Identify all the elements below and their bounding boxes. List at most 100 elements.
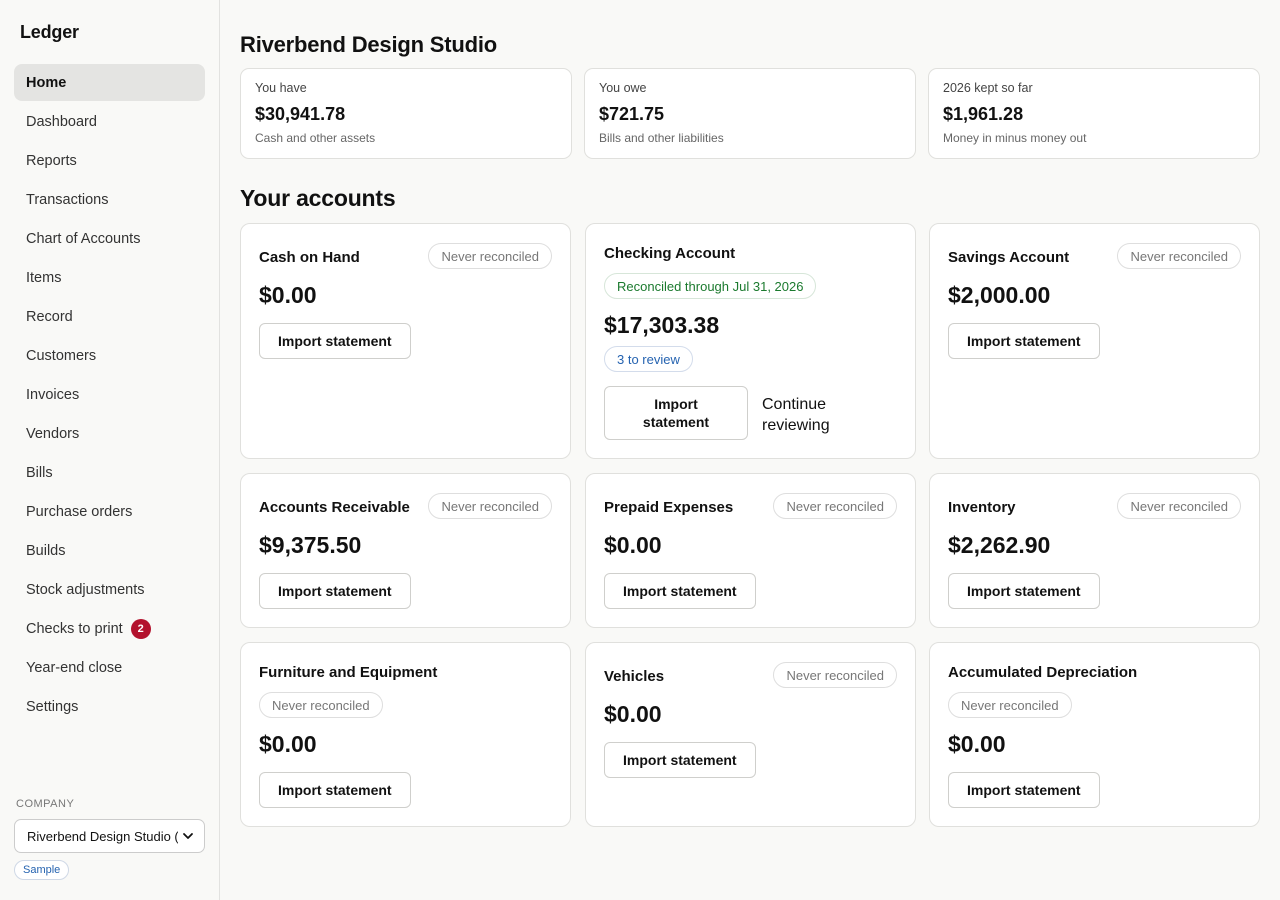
sidebar-item-dashboard[interactable]: Dashboard [14,103,205,140]
account-balance: $2,262.90 [948,532,1051,558]
account-balance: $17,303.38 [604,312,720,338]
company-select[interactable]: Riverbend Design Studio (Sample) [14,819,205,853]
sidebar-item-vendors[interactable]: Vendors [14,415,205,452]
account-balance: $2,000.00 [948,282,1051,308]
account-balance: $0.00 [259,731,317,757]
sidebar-item-label: Invoices [26,386,80,403]
import-statement-button[interactable]: Import statement [604,742,756,778]
status-badge: Never reconciled [773,662,897,688]
page-title: Riverbend Design Studio [240,32,497,57]
account-balance: $0.00 [948,731,1006,757]
account-balance: $0.00 [604,532,662,558]
sidebar-item-customers[interactable]: Customers [14,337,205,374]
sidebar-item-label: Settings [26,698,79,715]
sidebar-item-label: Builds [26,542,66,559]
sidebar-item-home[interactable]: Home [14,64,205,101]
account-card-savings: Savings Account Never reconciled $2,000.… [929,223,1260,459]
company-select-value: Riverbend Design Studio (Sample) [27,828,178,844]
continue-reviewing-link[interactable]: Continue reviewing [762,396,830,434]
sidebar-item-label: Chart of Accounts [26,230,141,247]
account-name: Checking Account [604,245,736,262]
summary-label: 2026 kept so far [943,81,1033,95]
summary-sub: Bills and other liabilities [599,131,724,145]
account-name: Vehicles [604,668,665,685]
account-card-inventory: Inventory Never reconciled $2,262.90 Imp… [929,473,1260,628]
sidebar-item-reports[interactable]: Reports [14,142,205,179]
sidebar-item-label: Customers [26,347,97,364]
account-balance: $0.00 [604,701,662,727]
sidebar-item-label: Reports [26,152,77,169]
account-name: Accumulated Depreciation [948,664,1138,681]
sidebar-item-record[interactable]: Record [14,298,205,335]
company-label: COMPANY [16,798,75,810]
sidebar-item-label: Home [26,74,67,91]
sidebar-item-settings[interactable]: Settings [14,688,205,725]
summary-sub: Money in minus money out [943,131,1087,145]
account-name: Furniture and Equipment [259,664,438,681]
account-card-prepaid-expenses: Prepaid Expenses Never reconciled $0.00 … [585,473,916,628]
status-badge: Never reconciled [259,692,383,718]
status-badge: Never reconciled [773,493,897,519]
sidebar-nav: Home Dashboard Reports Transactions Char… [14,64,205,727]
account-card-checking: Checking Account Reconciled through Jul … [585,223,916,459]
import-statement-button[interactable]: Import statement [604,573,756,609]
account-card-accounts-receivable: Accounts Receivable Never reconciled $9,… [240,473,571,628]
account-card-furniture-equipment: Furniture and Equipment Never reconciled… [240,642,571,827]
import-statement-button[interactable]: Import statement [259,772,411,808]
account-card-vehicles: Vehicles Never reconciled $0.00 Import s… [585,642,916,827]
import-statement-button[interactable]: Import statement [948,323,1100,359]
sidebar-item-items[interactable]: Items [14,259,205,296]
sidebar-item-label: Stock adjustments [26,581,145,598]
summary-sub: Cash and other assets [255,131,376,145]
accounts-section-title: Your accounts [240,185,396,211]
sidebar-item-stock-adjustments[interactable]: Stock adjustments [14,571,205,608]
import-statement-button[interactable]: Import statement [259,573,411,609]
sidebar-item-label: Record [26,308,73,325]
import-statement-button[interactable]: Import statement [604,386,748,440]
summary-card-liabilities: You owe $721.75 Bills and other liabilit… [584,68,916,159]
sidebar-item-chart-of-accounts[interactable]: Chart of Accounts [14,220,205,257]
summary-label: You owe [599,81,647,95]
account-name: Cash on Hand [259,249,360,266]
sidebar-item-label: Checks to print [26,620,123,637]
status-badge: Never reconciled [948,692,1072,718]
sidebar-item-transactions[interactable]: Transactions [14,181,205,218]
summary-value: $1,961.28 [943,104,1024,124]
summary-card-assets: You have $30,941.78 Cash and other asset… [240,68,572,159]
import-statement-button[interactable]: Import statement [948,573,1100,609]
sidebar-item-label: Transactions [26,191,109,208]
sidebar-item-bills[interactable]: Bills [14,454,205,491]
review-count-link[interactable]: 3 to review [604,346,693,372]
sidebar-item-label: Vendors [26,425,80,442]
sidebar: Ledger Home Dashboard Reports Transactio… [0,0,220,900]
sidebar-item-label: Items [26,269,62,286]
account-name: Prepaid Expenses [604,499,734,516]
account-card-accumulated-depreciation: Accumulated Depreciation Never reconcile… [929,642,1260,827]
sidebar-item-checks-to-print[interactable]: Checks to print 2 [14,610,205,647]
status-badge: Never reconciled [428,243,552,269]
sidebar-item-builds[interactable]: Builds [14,532,205,569]
summary-value: $30,941.78 [255,104,346,124]
sidebar-item-year-end-close[interactable]: Year-end close [14,649,205,686]
summary-cards: You have $30,941.78 Cash and other asset… [240,68,1260,159]
summary-label: You have [255,81,307,95]
account-balance: $0.00 [259,282,317,308]
status-badge: Never reconciled [1117,493,1241,519]
sidebar-item-label: Dashboard [26,113,97,130]
import-statement-button[interactable]: Import statement [948,772,1100,808]
sidebar-item-purchase-orders[interactable]: Purchase orders [14,493,205,530]
count-badge: 2 [130,618,151,639]
summary-card-kept: 2026 kept so far $1,961.28 Money in minu… [928,68,1260,159]
sidebar-item-invoices[interactable]: Invoices [14,376,205,413]
sidebar-item-label: Year-end close [26,659,123,676]
status-badge: Never reconciled [428,493,552,519]
account-card-cash-on-hand: Cash on Hand Never reconciled $0.00 Impo… [240,223,571,459]
import-statement-button[interactable]: Import statement [259,323,411,359]
sidebar-item-label: Purchase orders [26,503,133,520]
account-name: Accounts Receivable [259,499,410,516]
app-brand: Ledger [20,22,79,42]
reconciled-badge: Reconciled through Jul 31, 2026 [604,273,817,299]
account-name: Inventory [948,499,1016,516]
chevron-down-icon [183,833,193,839]
summary-value: $721.75 [599,104,665,124]
